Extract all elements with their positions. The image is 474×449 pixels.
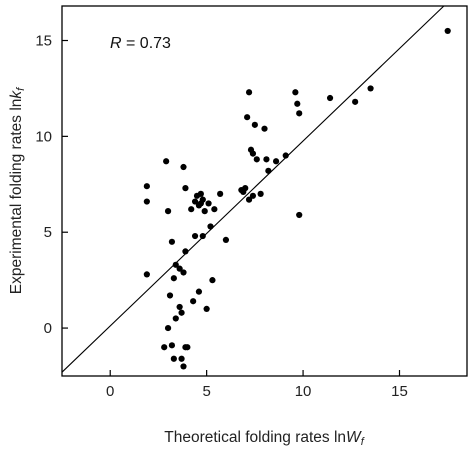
data-point — [201, 208, 208, 215]
data-point — [249, 150, 257, 157]
data-point — [191, 198, 199, 205]
x-tick-label: 0 — [106, 383, 114, 400]
data-points — [143, 27, 451, 370]
data-point — [245, 196, 253, 203]
data-point — [178, 355, 185, 362]
data-point — [166, 292, 174, 299]
data-point — [199, 232, 206, 240]
data-point — [184, 344, 191, 351]
plot-frame — [61, 5, 468, 377]
data-point — [170, 355, 177, 362]
correlation-annotation: R = 0.73 — [110, 35, 171, 52]
data-point — [172, 315, 179, 322]
data-point — [143, 183, 150, 190]
data-point — [211, 206, 218, 213]
data-point — [296, 211, 303, 219]
data-point — [203, 305, 210, 313]
data-point — [176, 265, 183, 272]
data-point — [176, 303, 183, 311]
data-point — [240, 188, 247, 196]
data-point — [182, 185, 189, 192]
data-point — [205, 200, 212, 207]
data-point — [143, 198, 150, 205]
data-point — [253, 156, 260, 163]
data-point — [292, 89, 299, 96]
data-point — [178, 309, 185, 316]
data-point — [190, 298, 197, 305]
data-point — [245, 89, 253, 96]
data-point — [195, 288, 203, 295]
data-point — [168, 342, 176, 349]
data-point — [180, 163, 187, 171]
data-point — [257, 190, 264, 197]
data-point — [217, 190, 224, 197]
data-point — [182, 248, 189, 255]
data-point — [249, 192, 257, 199]
y-tick-label: 10 — [35, 128, 52, 145]
y-tick-label: 5 — [44, 224, 52, 241]
data-point — [168, 238, 176, 245]
data-point — [197, 200, 204, 207]
x-axis-ticks: 0 5 10 15 — [106, 370, 408, 400]
data-point — [209, 277, 216, 284]
data-point — [296, 110, 303, 117]
data-point — [352, 98, 359, 105]
data-point — [191, 232, 199, 240]
data-point — [170, 275, 177, 282]
data-point — [272, 158, 280, 165]
data-point — [172, 261, 179, 268]
data-point — [265, 167, 272, 174]
data-point — [180, 363, 187, 370]
x-tick-label: 10 — [295, 383, 312, 400]
data-point — [282, 152, 289, 159]
data-point — [163, 158, 170, 165]
x-tick-label: 15 — [391, 383, 408, 400]
data-point — [207, 223, 214, 230]
data-point — [164, 208, 172, 215]
y-tick-label: 0 — [44, 320, 52, 337]
data-point — [367, 85, 374, 92]
y-tick-label: 15 — [35, 33, 52, 50]
data-point — [222, 236, 230, 243]
data-point — [326, 94, 334, 102]
data-point — [143, 271, 150, 278]
y-axis-ticks: 0 5 10 15 — [35, 33, 68, 337]
data-point — [193, 192, 201, 199]
data-point — [294, 100, 301, 107]
data-point — [188, 206, 195, 213]
y-axis-label: Experimental folding rates lnkf — [8, 87, 27, 294]
x-tick-label: 5 — [202, 383, 210, 400]
data-point — [161, 344, 168, 351]
data-point — [164, 324, 172, 332]
data-point — [251, 121, 258, 128]
regression-line — [62, 6, 445, 373]
data-point — [180, 269, 187, 276]
data-point — [263, 156, 270, 163]
data-point — [261, 125, 268, 132]
x-axis-label: Theoretical folding rates lnWf — [164, 429, 364, 448]
data-point — [244, 114, 251, 121]
data-point — [444, 27, 451, 35]
